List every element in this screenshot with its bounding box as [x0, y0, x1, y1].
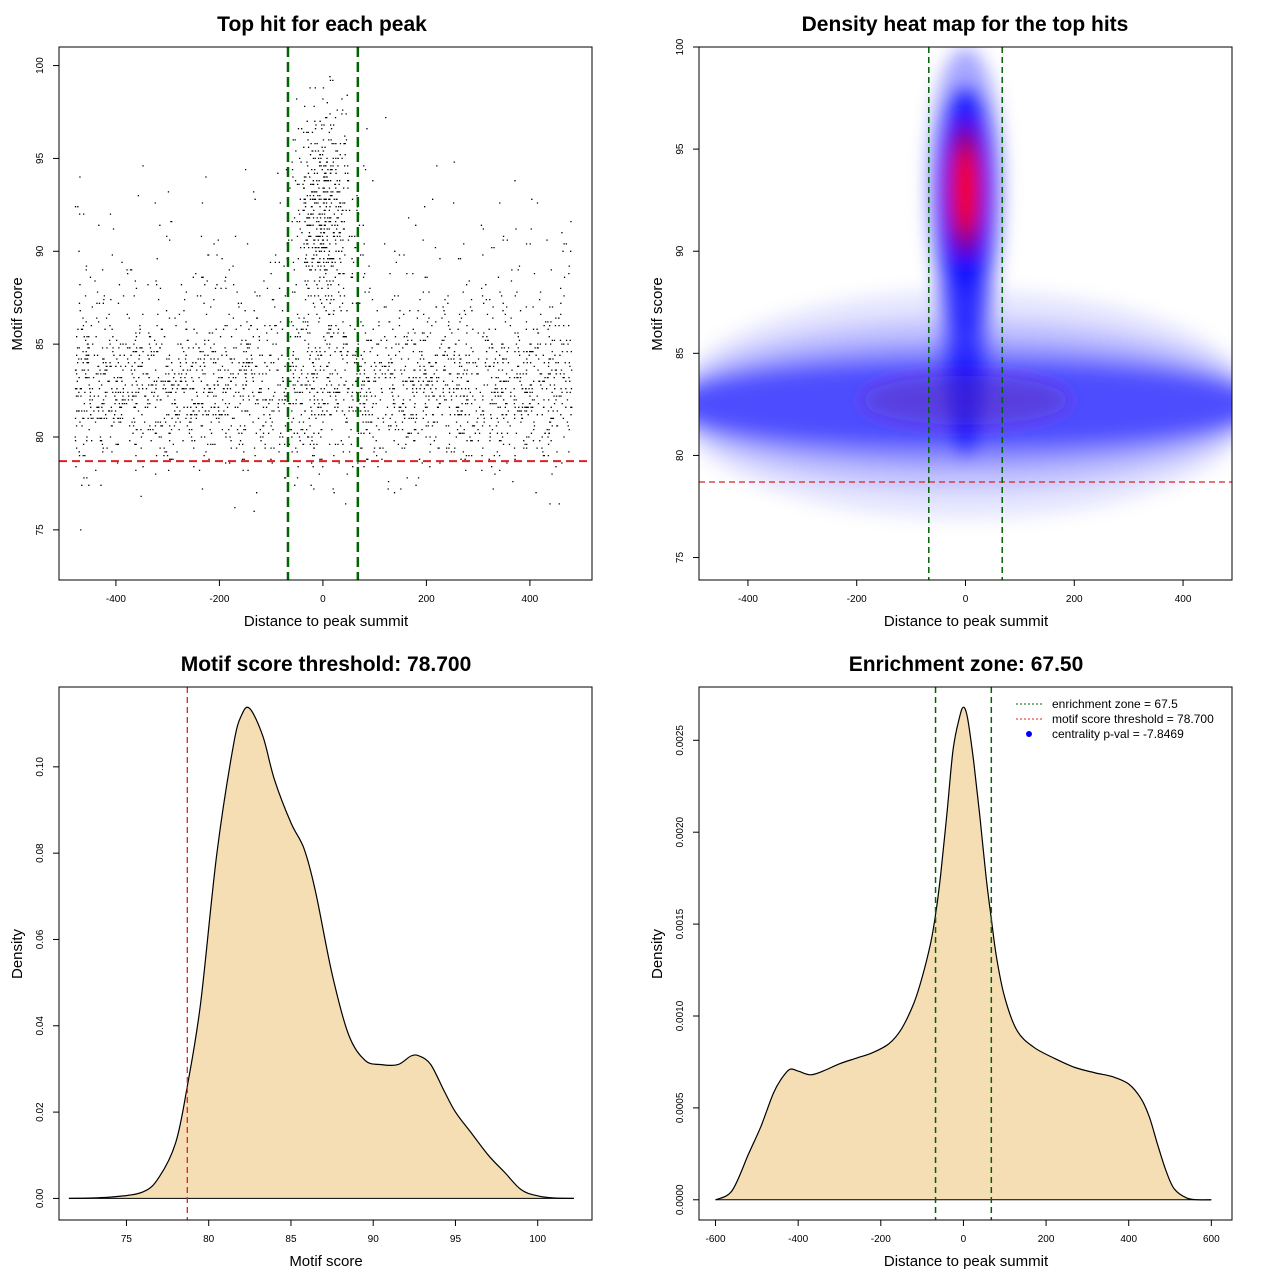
- legend-enrichment-label: enrichment zone = 67.5: [1052, 697, 1178, 711]
- heatmap-y-tick-label: 80: [675, 449, 686, 461]
- score-density-x-tick-label: 75: [121, 1234, 133, 1245]
- distance-density-title: Enrichment zone: 67.50: [849, 653, 1084, 676]
- distance-density-x-label: Distance to peak summit: [884, 1253, 1049, 1270]
- panel-score-density: Motif score threshold: 78.700 75 80 85 90 95…: [9, 653, 593, 1270]
- distance-density-legend: enrichment zone = 67.5 motif score thres…: [1016, 697, 1214, 741]
- heatmap-y-label: Motif score: [649, 277, 666, 350]
- heatmap-x-label: Distance to peak summit: [884, 613, 1049, 630]
- scatter-x-tick-label: 400: [522, 594, 539, 605]
- heatmap-density: [699, 47, 1232, 519]
- heatmap-y-tick-label: 85: [675, 347, 686, 359]
- score-density-fill: [68, 707, 574, 1199]
- scatter-x-label: Distance to peak summit: [244, 613, 409, 630]
- distance-density-curve: [715, 706, 1212, 1201]
- heatmap-band-core: [862, 375, 1069, 425]
- distance-density-y-tick-label: 0.0010: [675, 1000, 686, 1031]
- scatter-x-tick-label: 200: [418, 594, 435, 605]
- scatter-y-tick-label: 90: [35, 245, 46, 257]
- distance-density-y-tick-label: 0.0015: [675, 908, 686, 939]
- distance-density-y-axis: 0.0000 0.0005 0.0010 0.0015 0.0020 0.0025: [675, 725, 700, 1215]
- score-density-y-label: Density: [9, 928, 26, 979]
- score-density-line: [68, 706, 574, 1199]
- legend-pval-swatch: [1026, 731, 1032, 737]
- score-density-y-axis: 0.00 0.02 0.04 0.06 0.08 0.10: [35, 757, 60, 1208]
- distance-density-fill: [715, 707, 1212, 1200]
- heatmap-x-tick-label: -200: [847, 594, 867, 605]
- heatmap-y-tick-label: 100: [675, 38, 686, 55]
- scatter-y-tick-label: 100: [35, 57, 46, 74]
- panel-scatter: Top hit for each peak -400 -200 0 200 400 75…: [9, 13, 593, 630]
- score-density-x-tick-label: 80: [203, 1234, 215, 1245]
- scatter-x-tick-label: -400: [106, 594, 126, 605]
- distance-density-x-tick-label: 0: [961, 1234, 967, 1245]
- distance-density-y-tick-label: 0.0020: [675, 816, 686, 847]
- distance-density-y-tick-label: 0.0000: [675, 1184, 686, 1215]
- heatmap-y-tick-label: 75: [675, 552, 686, 564]
- score-density-x-label: Motif score: [289, 1253, 362, 1270]
- heatmap-peak-red: [957, 161, 974, 219]
- distance-density-x-tick-label: 200: [1038, 1234, 1055, 1245]
- scatter-reference-lines: [59, 47, 592, 580]
- score-density-x-tick-label: 85: [285, 1234, 297, 1245]
- heatmap-y-axis: 75 80 85 90 95 100: [675, 38, 700, 564]
- distance-density-x-tick-label: -600: [706, 1234, 726, 1245]
- heatmap-y-tick-label: 95: [675, 143, 686, 155]
- distance-density-line: [715, 706, 1212, 1201]
- scatter-y-tick-label: 80: [35, 431, 46, 443]
- heatmap-x-tick-label: 0: [963, 594, 969, 605]
- distance-density-reference-lines: [934, 687, 993, 1220]
- score-density-y-tick-label: 0.06: [35, 929, 46, 949]
- scatter-x-tick-label: 0: [320, 594, 326, 605]
- scatter-y-label: Motif score: [9, 277, 26, 350]
- score-density-y-tick-label: 0.10: [35, 757, 46, 777]
- scatter-x-tick-label: -200: [209, 594, 229, 605]
- distance-density-x-tick-label: -400: [788, 1234, 808, 1245]
- scatter-points: [74, 76, 573, 531]
- heatmap-x-tick-label: 400: [1175, 594, 1192, 605]
- heatmap-x-tick-label: 200: [1066, 594, 1083, 605]
- score-density-y-tick-label: 0.04: [35, 1016, 46, 1036]
- heatmap-y-tick-label: 90: [675, 245, 686, 257]
- score-density-y-tick-label: 0.02: [35, 1102, 46, 1122]
- distance-density-x-tick-label: -200: [871, 1234, 891, 1245]
- score-density-x-tick-label: 100: [529, 1234, 546, 1245]
- scatter-y-tick-label: 95: [35, 152, 46, 164]
- scatter-x-axis: -400 -200 0 200 400: [106, 579, 539, 605]
- heatmap-x-tick-label: -400: [738, 594, 758, 605]
- heatmap-x-axis: -400 -200 0 200 400: [738, 579, 1192, 605]
- score-density-x-axis: 75 80 85 90 95 100: [121, 1219, 546, 1245]
- scatter-title: Top hit for each peak: [217, 13, 427, 36]
- score-density-y-tick-label: 0.00: [35, 1188, 46, 1208]
- distance-density-y-tick-label: 0.0005: [675, 1092, 686, 1123]
- distance-density-x-tick-label: 600: [1203, 1234, 1220, 1245]
- score-density-curve: [68, 706, 574, 1199]
- heatmap-title: Density heat map for the top hits: [802, 13, 1129, 36]
- distance-density-y-label: Density: [649, 928, 666, 979]
- distance-density-x-axis: -600 -400 -200 0 200 400 600: [706, 1219, 1220, 1245]
- score-density-title: Motif score threshold: 78.700: [181, 653, 472, 676]
- distance-density-y-tick-label: 0.0025: [675, 725, 686, 756]
- distance-density-x-tick-label: 400: [1120, 1234, 1137, 1245]
- scatter-plot-frame: [58, 46, 593, 581]
- scatter-y-tick-label: 85: [35, 338, 46, 350]
- heatmap-area: [699, 47, 1232, 580]
- scatter-y-axis: 75 80 85 90 95 100: [35, 57, 60, 536]
- score-density-x-tick-label: 90: [368, 1234, 380, 1245]
- legend-threshold-label: motif score threshold = 78.700: [1052, 712, 1214, 726]
- heatmap-reference-lines: [699, 47, 1232, 580]
- panel-distance-density: Enrichment zone: 67.50 -600 -400 -200 0 200 4…: [649, 653, 1233, 1270]
- panel-heatmap: Density heat map for the top hits -400 -2…: [649, 13, 1233, 630]
- scatter-point-cloud: [74, 76, 573, 531]
- score-density-x-tick-label: 95: [450, 1234, 462, 1245]
- legend-pval-label: centrality p-val = -7.8469: [1052, 727, 1184, 741]
- score-density-y-tick-label: 0.08: [35, 843, 46, 863]
- scatter-y-tick-label: 75: [35, 524, 46, 536]
